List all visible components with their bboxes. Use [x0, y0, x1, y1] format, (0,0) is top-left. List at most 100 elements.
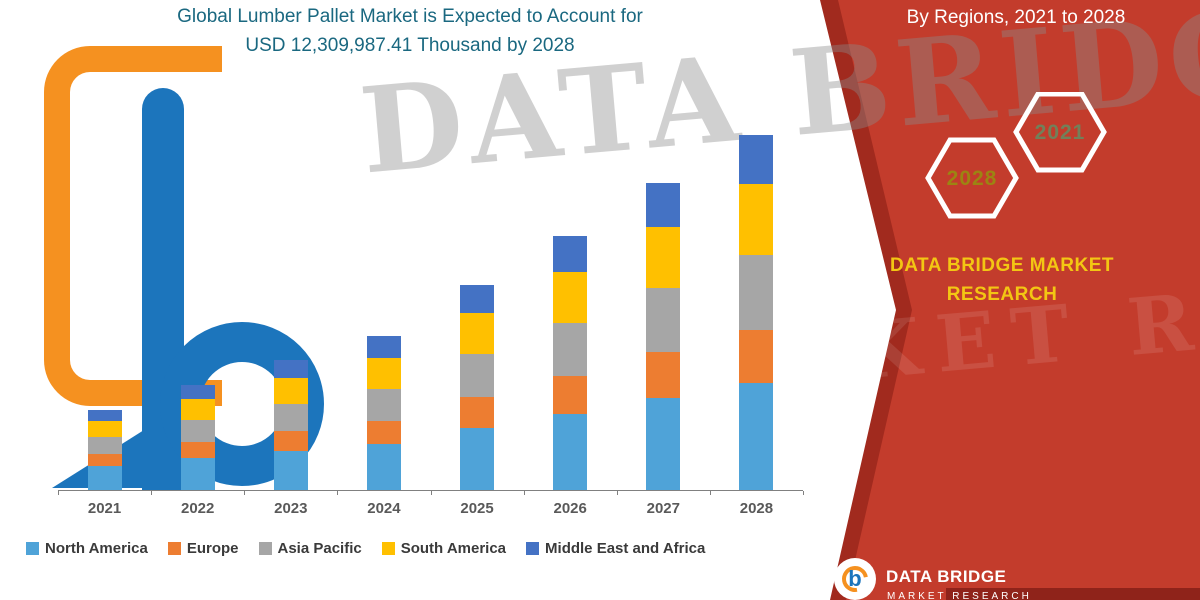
legend-label: Europe: [186, 540, 239, 557]
legend-item-north-america[interactable]: North America: [26, 540, 148, 557]
bar-segment-2028[interactable]: [739, 330, 774, 383]
year-hexagons: 2028 2021: [925, 92, 1107, 219]
bar-group-2027: [617, 130, 710, 490]
brand-text-line1: DATA BRIDGE MARKET: [890, 255, 1114, 276]
bar-segment-2024[interactable]: [366, 358, 401, 389]
x-axis-tick: [710, 491, 711, 495]
bar-segment-2027[interactable]: [646, 227, 681, 288]
legend-swatch: [167, 542, 181, 555]
bar-segment-2022[interactable]: [180, 399, 215, 420]
bar-group-2024: [337, 130, 430, 490]
bar-segment-2026[interactable]: [553, 236, 588, 272]
bar-group-2022: [151, 130, 244, 490]
x-axis-ticks: [58, 491, 804, 495]
hexagon-2028: 2028: [925, 137, 1019, 219]
bar-group-2021: [58, 130, 151, 490]
bar-segment-2021[interactable]: [87, 410, 122, 421]
stacked-bar-2025[interactable]: [460, 285, 495, 490]
bar-segment-2027[interactable]: [646, 183, 681, 227]
bar-segment-2024[interactable]: [366, 444, 401, 490]
footer-logo-icon: b: [834, 558, 876, 600]
page-title-line1: Global Lumber Pallet Market is Expected …: [177, 6, 643, 27]
stacked-bar-2022[interactable]: [180, 385, 215, 490]
bar-segment-2021[interactable]: [87, 421, 122, 437]
bar-group-2026: [524, 130, 617, 490]
bar-segment-2022[interactable]: [180, 458, 215, 490]
footer-logo-b-icon: b: [848, 566, 862, 591]
bar-segment-2025[interactable]: [460, 428, 495, 490]
bar-segment-2027[interactable]: [646, 352, 681, 398]
bar-segment-2027[interactable]: [646, 288, 681, 352]
bar-segment-2022[interactable]: [180, 385, 215, 399]
bar-segment-2023[interactable]: [273, 404, 308, 431]
bar-segment-2023[interactable]: [273, 360, 308, 378]
legend-label: Middle East and Africa: [545, 540, 706, 557]
x-axis-label-2026: 2026: [553, 500, 587, 517]
x-axis-labels: 2021 2022 2023 2024 2025 2026 2027 2028: [58, 500, 803, 517]
bar-segment-2021[interactable]: [87, 454, 122, 466]
bar-segment-2026[interactable]: [553, 376, 588, 414]
legend-item-europe[interactable]: Europe: [167, 540, 239, 557]
bar-group-2028: [710, 130, 803, 490]
hexagon-2021: 2021: [1013, 92, 1107, 173]
bar-segment-2021[interactable]: [87, 466, 122, 490]
red-ribbon-main: [838, 0, 1200, 600]
stacked-bar-2026[interactable]: [553, 236, 588, 490]
stacked-bar-2023[interactable]: [273, 360, 308, 490]
bar-segment-2022[interactable]: [180, 442, 215, 458]
hexagon-2028-outline-icon: [925, 137, 1019, 219]
x-axis-tick: [337, 491, 338, 495]
footer-brand-subtitle: MARKET RESEARCH: [887, 591, 1032, 600]
x-axis-label-2022: 2022: [181, 500, 215, 517]
x-axis-tick: [58, 491, 59, 495]
bar-segment-2022[interactable]: [180, 420, 215, 442]
byline-regions: By Regions, 2021 to 2028: [906, 7, 1126, 28]
brand-text: DATA BRIDGE MARKET RESEARCH: [872, 252, 1132, 309]
legend-swatch: [258, 542, 272, 555]
page-title-line2: USD 12,309,987.41 Thousand by 2028: [245, 35, 575, 57]
bar-segment-2026[interactable]: [553, 323, 588, 376]
x-axis-label-2028: 2028: [739, 500, 774, 517]
legend-item-south-america[interactable]: South America: [381, 540, 506, 557]
bar-segment-2025[interactable]: [460, 397, 495, 428]
bar-segment-2025[interactable]: [460, 313, 495, 354]
stacked-bar-2028[interactable]: [739, 135, 774, 490]
bar-group-2025: [431, 130, 524, 490]
x-axis-label-2024: 2024: [367, 500, 401, 517]
bar-segment-2028[interactable]: [739, 135, 774, 184]
hexagon-2028-label: 2028: [947, 167, 998, 190]
x-axis-label-2021: 2021: [87, 500, 122, 517]
bar-segment-2024[interactable]: [366, 336, 401, 358]
bar-segment-2021[interactable]: [87, 437, 122, 454]
bar-segment-2024[interactable]: [366, 389, 401, 421]
legend-swatch: [381, 542, 395, 555]
x-axis-tick: [617, 491, 618, 495]
stacked-bar-2027[interactable]: [646, 183, 681, 490]
bar-segment-2024[interactable]: [366, 421, 401, 444]
bar-segment-2028[interactable]: [739, 383, 774, 490]
bar-segment-2026[interactable]: [553, 414, 588, 490]
footer-brand-name: DATA BRIDGE: [886, 567, 1007, 586]
plot-area: [58, 130, 803, 491]
legend-item-asia-pacific[interactable]: Asia Pacific: [258, 540, 362, 557]
legend-label: Asia Pacific: [277, 540, 362, 557]
bar-segment-2026[interactable]: [553, 272, 588, 323]
bar-segment-2023[interactable]: [273, 451, 308, 490]
stacked-bar-2024[interactable]: [366, 336, 401, 490]
bar-segment-2025[interactable]: [460, 354, 495, 397]
bar-segment-2028[interactable]: [739, 184, 774, 255]
legend-swatch: [526, 542, 540, 555]
legend-swatch: [26, 542, 39, 555]
brand-text-line2: RESEARCH: [946, 283, 1058, 305]
bar-group-2023: [244, 130, 337, 490]
bar-segment-2027[interactable]: [646, 398, 681, 490]
bar-segment-2023[interactable]: [273, 431, 308, 451]
stacked-bar-2021[interactable]: [87, 410, 122, 490]
bar-segment-2025[interactable]: [460, 285, 495, 313]
x-axis-label-2025: 2025: [460, 500, 494, 517]
bar-segment-2023[interactable]: [273, 378, 308, 404]
bar-segment-2028[interactable]: [739, 255, 774, 330]
legend-item-middle-east-and-africa[interactable]: Middle East and Africa: [526, 540, 705, 557]
